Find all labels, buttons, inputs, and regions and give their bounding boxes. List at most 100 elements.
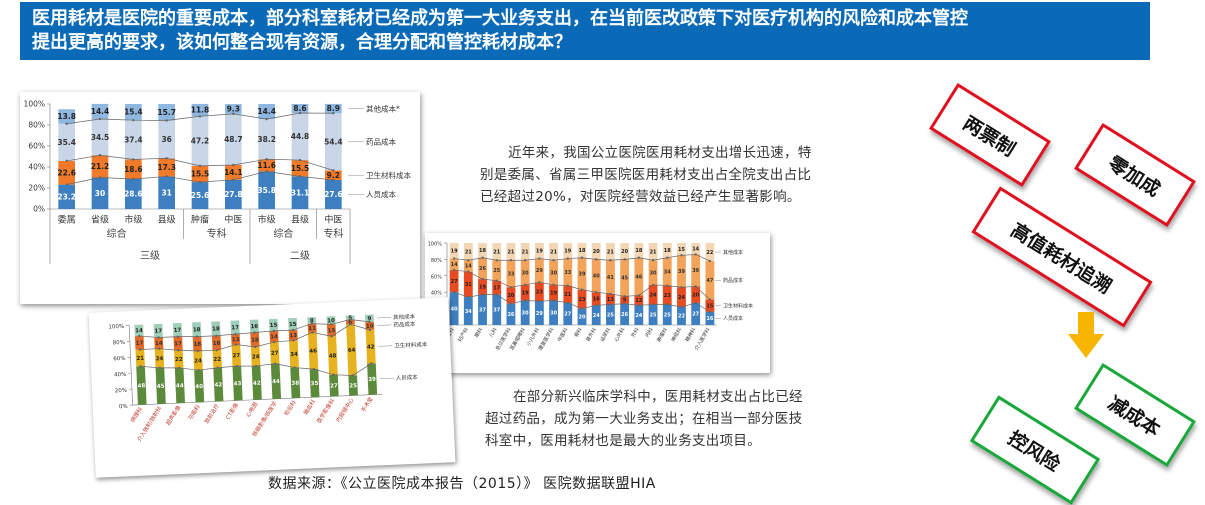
svg2-bar-material-16 [677,287,686,307]
svg2-value-drug-5: 30 [522,270,529,276]
svg3-value-other-9: 8 [310,318,314,324]
svg2-bar-other-3 [492,243,502,261]
svg2-bar-drug-8 [563,258,573,286]
svg2-bar-other-10 [591,243,601,260]
svg1-trend-point-personnel-1 [98,176,102,179]
svg3-value-personnel-0: 48 [137,383,145,389]
svg3-trend-point-material-7 [273,340,276,344]
svg3-bar-personnel-11 [348,375,358,396]
svg1-trend-point-drug-4 [198,115,202,118]
svg3-category-9: 输血科 [301,397,317,416]
svg2-bar-personnel-6 [534,301,544,325]
svg2-trend-point-drug-5 [523,259,527,262]
svg3-bar-personnel-0 [136,366,147,405]
svg1-value-other-3: 15.7 [157,108,176,117]
svg2-value-personnel-10: 24 [593,313,600,319]
svg2-bar-personnel-9 [577,308,587,325]
svg2-bar-personnel-14 [648,304,658,325]
svg2-value-drug-12: 45 [621,276,628,282]
svg2-trend-point-material-13 [637,294,641,297]
svg1-trend-point-material-1 [98,154,102,157]
svg3-trend-point-drug-5 [234,332,237,336]
svg2-trend-point-drug-13 [637,256,641,259]
svg1-value-personnel-5: 27.8 [224,190,243,199]
svg1-value-personnel-4: 25.6 [191,191,210,200]
svg1-bar-personnel-6 [258,171,275,209]
svg3-trend-point-personnel-4 [216,366,219,369]
svg2-value-other-1: 21 [465,249,472,255]
data-source: 数据来源：《公立医院成本报告（2015）》 医院数据联盟HIA [268,476,656,492]
svg2-trend-point-personnel-18 [708,310,712,314]
svg3-trend-point-drug-12 [368,320,371,324]
svg1-value-personnel-8: 27.6 [324,190,343,199]
svg3-value-material-9: 46 [309,349,317,355]
svg2-trend-point-drug-0 [452,257,456,260]
svg3-bar-other-7 [268,318,279,332]
svg1-trend-point-material-4 [198,164,202,168]
svg2-category-14: 内科 [644,327,655,339]
svg1-trend-point-drug-3 [165,119,168,122]
svg2-bar-material-7 [549,284,558,301]
svg2-value-drug-4: 33 [507,272,514,278]
svg2-value-drug-10: 40 [593,274,600,280]
svg3-trend-point-material-12 [368,328,372,332]
svg1-trend-point-personnel-7 [298,175,302,178]
svg3-bar-drug-6 [250,332,260,348]
svg2-category-11: 泌尿科 [599,327,613,344]
svg3-value-other-1: 17 [154,328,162,334]
svg2-value-personnel-2: 37 [479,308,486,314]
svg2-bar-drug-13 [634,257,644,296]
svg1-ytick-label-2: 40% [28,163,45,172]
svg3-bar-material-4 [212,349,222,368]
svg3-bar-material-2 [174,350,184,369]
svg2-value-material-16: 24 [678,295,685,301]
svg2-value-other-4: 21 [507,249,514,255]
svg2-trend-point-drug-11 [609,259,612,262]
svg2-bar-drug-4 [506,260,516,288]
svg1-bar-other-5 [225,104,242,114]
svg2-value-other-11: 21 [607,249,614,255]
svg1-value-drug-6: 38.2 [257,135,276,144]
svg1-bar-drug-5 [225,113,242,166]
svg2-value-material-9: 23 [579,297,586,303]
svg3-trend-point-drug-2 [176,335,179,338]
svg1-bar-personnel-4 [191,182,209,209]
svg2-value-material-8: 21 [564,292,571,298]
svg1-value-material-1: 21.2 [91,162,110,171]
svg1-value-drug-7: 44.8 [291,132,310,141]
svg1-bar-material-0 [58,160,75,185]
svg1-value-other-8: 8.9 [327,104,340,113]
svg3-trend-point-material-11 [349,323,352,326]
svg2-value-drug-17: 39 [692,268,699,274]
svg1-value-drug-0: 35.4 [57,138,76,147]
svg1-value-material-3: 17.3 [157,163,176,172]
svg3-bar-other-3 [192,322,202,337]
chart3-svg: 0%20%40%60%80%100%48211714病理科45241417介入放… [108,312,428,443]
svg3-ytick-label-1: 20% [115,388,127,395]
svg1-category-3: 县级 [158,214,176,226]
svg1-value-personnel-6: 35.8 [257,186,276,195]
svg3-bar-material-10 [327,336,338,375]
svg3-bar-personnel-7 [270,363,282,399]
svg3-value-material-2: 22 [175,357,183,363]
svg2-value-drug-3: 25 [493,268,500,274]
svg2-bar-material-8 [563,285,573,303]
svg2-trend-point-personnel-9 [580,307,584,310]
svg2-bar-other-13 [634,243,644,258]
svg2-value-drug-9: 39 [579,272,586,278]
svg3-value-material-3: 24 [194,358,202,364]
svg1-value-personnel-1: 30 [95,189,105,198]
svg3-category-11: 内窥镜中心 [334,396,356,424]
svg2-bar-other-16 [677,243,686,256]
svg3-bar-personnel-1 [155,367,166,405]
svg1-bar-drug-4 [191,116,209,166]
svg3-trend-point-drug-8 [291,328,295,332]
svg1-value-material-8: 9.2 [327,171,340,180]
svg2-trend-point-personnel-15 [666,303,669,306]
tag-reduce-cost: 减成本 [1074,362,1196,468]
svg3-value-material-10: 48 [329,353,337,359]
svg2-category-9: 骨科 [573,327,584,339]
svg2-category-6: 小儿外科 [525,327,541,348]
svg2-category-12: 心外科 [613,327,627,344]
svg2-value-personnel-1: 34 [465,309,472,315]
